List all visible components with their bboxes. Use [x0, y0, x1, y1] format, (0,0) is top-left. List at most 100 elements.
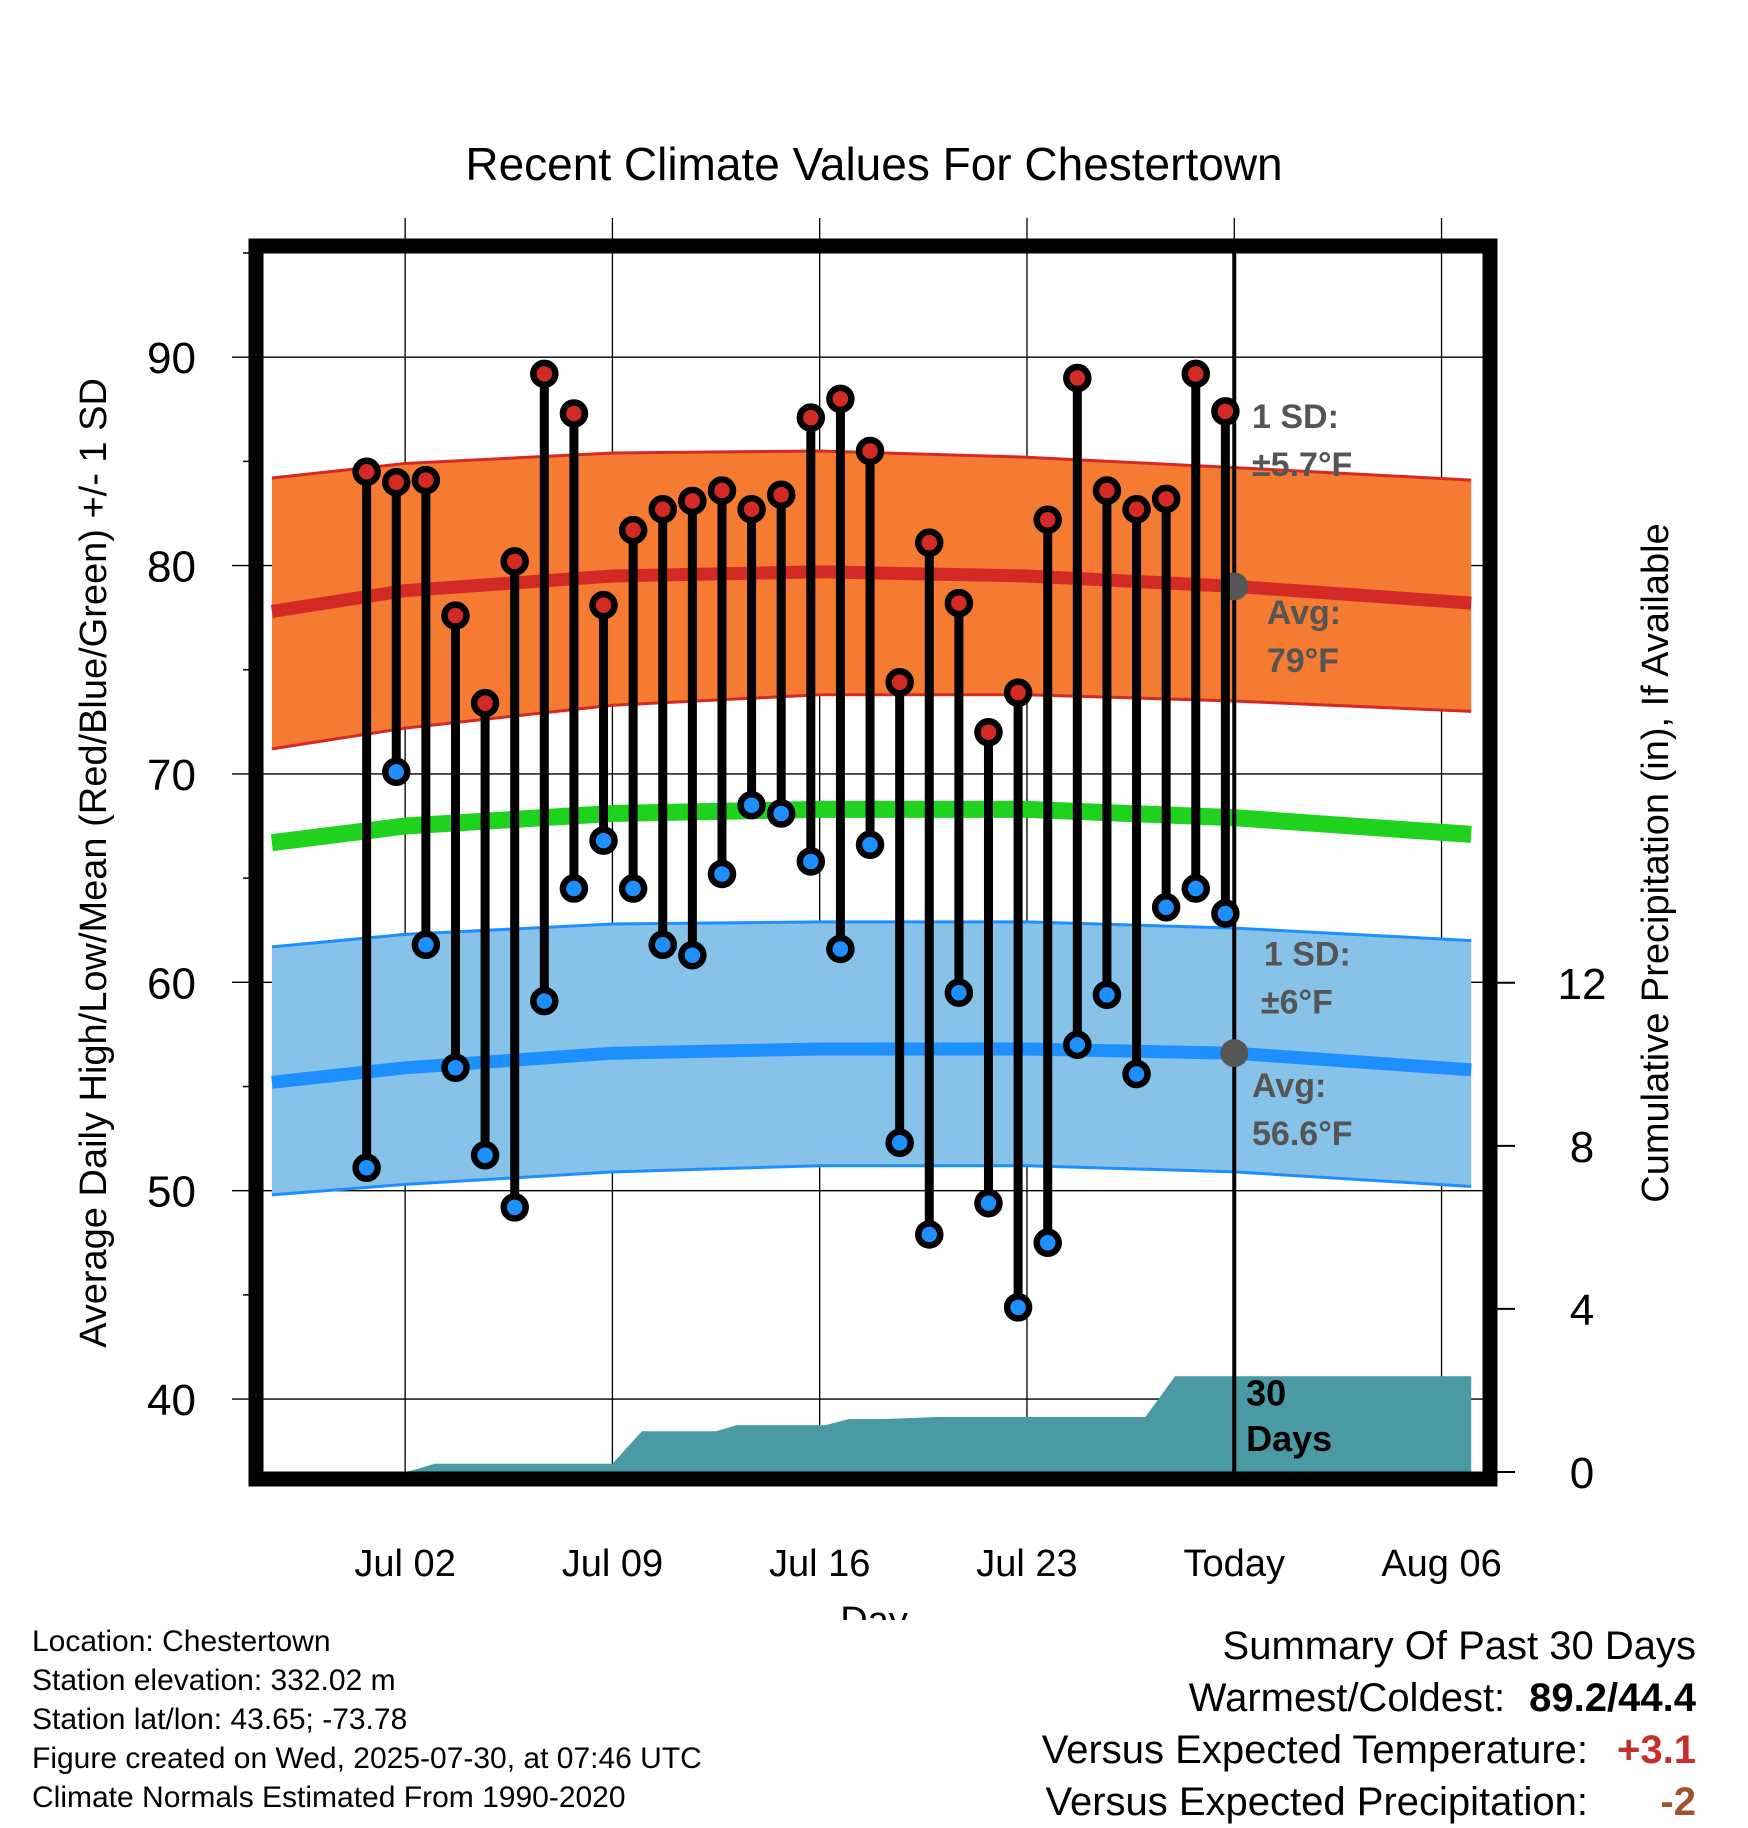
- daily-high-point: [1151, 484, 1181, 514]
- climate-chart: Recent Climate Values For Chestertown 1 …: [73, 138, 1677, 1620]
- daily-low-point: [737, 790, 766, 820]
- normals-text: Climate Normals Estimated From 1990-2020: [32, 1781, 626, 1814]
- y-tick-label: 50: [147, 1168, 196, 1217]
- precipitation-anomaly-row: Versus Expected Precipitation: -2: [1042, 1776, 1696, 1828]
- daily-high-point: [915, 528, 944, 557]
- daily-high-point: [470, 688, 500, 718]
- daily-low-point: [1063, 1030, 1092, 1060]
- daily-low-point: [796, 847, 826, 876]
- daily-high-point: [530, 359, 559, 389]
- daily-high-point: [1003, 678, 1033, 707]
- precipitation-anomaly-value: -2: [1660, 1780, 1696, 1824]
- x-axis-label: Day: [840, 1600, 908, 1620]
- y-tick-label: 80: [147, 543, 196, 592]
- daily-high-point: [1063, 363, 1092, 393]
- warmest-coldest-row: Warmest/Coldest: 89.2/44.4: [1042, 1672, 1696, 1724]
- daily-low-point: [559, 874, 589, 903]
- station-info: Location: Chestertown Station elevation:…: [32, 1622, 702, 1817]
- days-count-label: 30: [1246, 1372, 1286, 1413]
- daily-high-point: [352, 457, 381, 487]
- plot-content: [270, 253, 1472, 1472]
- low-sd-label: 1 SD:: [1264, 936, 1351, 974]
- daily-high-point: [885, 668, 914, 697]
- temperature-anomaly-row: Versus Expected Temperature: +3.1: [1042, 1724, 1696, 1776]
- daily-high-point: [1092, 476, 1122, 505]
- temperature-anomaly-value: +3.1: [1617, 1728, 1696, 1772]
- high-sd-label: 1 SD:: [1252, 398, 1339, 436]
- daily-low-point: [382, 757, 411, 787]
- daily-high-point: [826, 384, 855, 414]
- daily-high-point: [678, 486, 707, 516]
- low-avg-label: Avg:: [1252, 1067, 1326, 1105]
- daily-low-point: [974, 1188, 1003, 1218]
- daily-high-point: [737, 495, 766, 524]
- y-axis-label: Average Daily High/Low/Mean (Red/Blue/Gr…: [73, 378, 115, 1348]
- daily-high-point: [974, 718, 1003, 747]
- precip-area: [271, 1376, 1472, 1472]
- precipitation-anomaly-label: Versus Expected Precipitation:: [1045, 1780, 1588, 1824]
- elevation-text: Station elevation: 332.02 m: [32, 1664, 396, 1697]
- x-tick-label: Jul 16: [769, 1543, 870, 1585]
- low-sd-band: [271, 921, 1472, 1195]
- daily-low-point: [826, 934, 855, 964]
- daily-low-point: [589, 826, 618, 855]
- daily-low-point: [1092, 980, 1122, 1010]
- y2-axis-label: Cumulative Precipitation (in), If Availa…: [1635, 523, 1677, 1202]
- x-tick-label: Jul 09: [562, 1543, 663, 1585]
- daily-low-point: [915, 1220, 944, 1249]
- temperature-anomaly-label: Versus Expected Temperature:: [1041, 1728, 1588, 1772]
- daily-low-point: [470, 1141, 500, 1170]
- location-text: Location: Chestertown: [32, 1625, 331, 1658]
- low-avg-marker: [1220, 1039, 1249, 1068]
- y-tick-label: 70: [147, 751, 196, 800]
- x-tick-label: Jul 23: [976, 1543, 1077, 1585]
- daily-high-point: [382, 467, 411, 497]
- x-tick-label: Aug 06: [1381, 1543, 1501, 1585]
- daily-low-point: [1181, 874, 1211, 903]
- x-tick-label: Jul 02: [354, 1543, 455, 1585]
- days-word-label: Days: [1246, 1418, 1332, 1459]
- warmest-coldest-label: Warmest/Coldest:: [1188, 1676, 1506, 1720]
- daily-high-point: [766, 480, 796, 509]
- daily-low-point: [885, 1128, 914, 1158]
- daily-low-point: [1151, 893, 1181, 922]
- daily-high-point: [855, 436, 885, 466]
- daily-low-point: [500, 1193, 529, 1222]
- latlon-text: Station lat/lon: 43.65; -73.78: [32, 1703, 408, 1736]
- y-tick-label: 60: [147, 959, 196, 1008]
- daily-high-point: [559, 399, 589, 428]
- summary-title: Summary Of Past 30 Days: [1222, 1624, 1696, 1668]
- daily-high-point: [707, 476, 737, 505]
- high-avg-label: Avg:: [1267, 594, 1341, 632]
- daily-low-point: [411, 930, 441, 960]
- high-avg-value: 79°F: [1267, 642, 1339, 680]
- daily-low-point: [441, 1053, 470, 1083]
- daily-high-point: [1122, 495, 1151, 524]
- daily-low-point: [944, 978, 974, 1007]
- daily-high-point: [589, 590, 618, 620]
- daily-high-point: [796, 403, 826, 432]
- daily-high-point: [500, 547, 529, 576]
- plot-area: 1 SD: ±5.7°F Avg: 79°F 1 SD: ±6°F Avg: 56.6°F 30…: [147, 218, 1606, 1585]
- y-tick-label: 40: [147, 1376, 196, 1425]
- daily-high-point: [1181, 359, 1211, 389]
- warmest-coldest-value: 89.2/44.4: [1529, 1676, 1696, 1720]
- daily-low-point: [678, 940, 707, 970]
- y2-tick-label: 12: [1558, 960, 1607, 1009]
- plot-frame: [248, 238, 1498, 1487]
- daily-low-point: [855, 830, 885, 860]
- summary-panel: Summary Of Past 30 Days Warmest/Coldest:…: [1042, 1620, 1696, 1828]
- y2-tick-label: 4: [1570, 1286, 1594, 1335]
- daily-low-point: [618, 874, 648, 903]
- created-text: Figure created on Wed, 2025-07-30, at 07…: [32, 1742, 702, 1775]
- high-sd-value: ±5.7°F: [1252, 446, 1352, 484]
- daily-high-point: [648, 495, 678, 524]
- x-tick-label: Today: [1184, 1543, 1285, 1585]
- daily-high-point: [1033, 505, 1062, 534]
- daily-low-point: [648, 930, 678, 960]
- daily-low-point: [707, 859, 737, 889]
- daily-high-point: [441, 601, 470, 630]
- daily-low-point: [766, 799, 796, 828]
- daily-low-point: [1003, 1293, 1033, 1322]
- low-avg-value: 56.6°F: [1252, 1115, 1353, 1153]
